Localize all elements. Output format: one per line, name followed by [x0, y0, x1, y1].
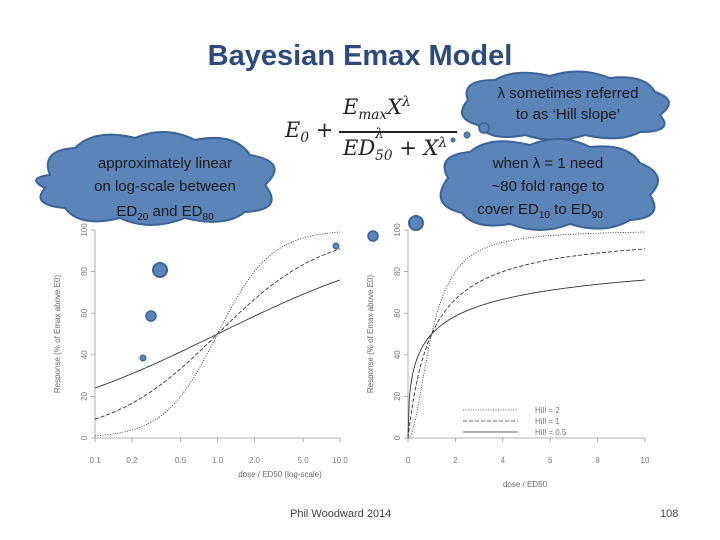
left-y-tick-label: 60 — [80, 308, 89, 317]
right-y-tick-label: 100 — [393, 223, 402, 237]
callout-right: when λ = 1 need ~80 fold range to cover … — [332, 137, 659, 250]
callout-right-line-2: ~80 fold range to — [491, 178, 604, 195]
right-y-axis-label: Response (% of Emax above E0) — [366, 275, 375, 394]
callout-left-dot-1 — [152, 262, 168, 278]
right-x-tick-label: 0 — [406, 456, 411, 465]
right-legend: Hill = 2 Hill = 1 Hill = 0.5 — [463, 406, 567, 437]
callout-left-dot-3 — [139, 354, 147, 362]
formula-e0: E0 + — [285, 118, 334, 147]
left-y-tick-label: 40 — [80, 350, 89, 359]
right-series-line-hill-0-5 — [407, 279, 646, 439]
callout-top-right-dot-2 — [463, 131, 471, 139]
callout-top-right-dot-1 — [478, 122, 490, 134]
callout-right-dot-3 — [332, 242, 340, 250]
callout-left: approximately linear on log-scale betwee… — [35, 130, 276, 362]
formula-numerator: EmaxXλ — [343, 94, 411, 124]
right-y-tick-label: 20 — [393, 391, 402, 400]
left-x-tick-label: 1.0 — [212, 456, 224, 465]
callout-left-dot-2 — [145, 310, 157, 322]
right-x-tick-label: 2 — [453, 456, 458, 465]
left-series-line-hill-0-5 — [94, 279, 341, 389]
slide-title: Bayesian Emax Model — [207, 40, 513, 72]
callout-right-line-3: cover ED10 to ED90 — [477, 201, 603, 221]
left-x-tick-label: 5.0 — [298, 456, 310, 465]
callout-top-right-dot-3 — [450, 137, 456, 143]
right-series-line-hill-2 — [407, 231, 645, 439]
callout-top-right: λ sometimes referred to as ‘Hill slope’ — [450, 70, 670, 143]
left-x-tick-label: 0.2 — [126, 456, 138, 465]
callout-left-line-1: approximately linear — [98, 155, 232, 172]
callout-right-cloud — [439, 137, 659, 231]
right-x-tick-label: 8 — [595, 456, 600, 465]
left-x-tick-label: 2.0 — [249, 456, 261, 465]
legend-label-hill-2: Hill = 2 — [535, 406, 560, 415]
left-y-axis-label: Response (% of Emax above E0) — [53, 275, 62, 394]
right-dose-response-plot: 0 20 40 60 80 100 0 2 4 6 8 10 Hill = 2 Hill = 1 H… — [366, 223, 650, 489]
left-y-tick-label: 0 — [80, 435, 89, 440]
callout-left-line-2: on log-scale between — [94, 178, 236, 195]
left-y-tick-label: 100 — [80, 223, 89, 237]
left-y-tick-label: 20 — [80, 391, 89, 400]
left-x-axis-label: dose / ED50 (log-scale) — [238, 470, 322, 479]
callout-right-dot-2 — [367, 230, 379, 242]
page-number: 108 — [660, 508, 679, 520]
callout-top-right-cloud — [460, 70, 670, 141]
callout-top-right-line-2: to as ‘Hill slope’ — [516, 106, 620, 123]
right-x-tick-label: 10 — [641, 456, 650, 465]
legend-label-hill-0-5: Hill = 0.5 — [535, 428, 567, 437]
callout-left-line-3: ED20 and ED80 — [116, 203, 214, 223]
callout-top-right-line-1: λ sometimes referred — [498, 85, 639, 102]
formula-fraction-bar — [339, 131, 457, 133]
left-x-tick-label: 0.1 — [89, 456, 101, 465]
left-dose-response-plot: 0 20 40 60 80 100 0.1 0.2 0.5 1.0 2.0 5.0 10.0 dose… — [53, 223, 348, 479]
right-y-tick-label: 60 — [393, 308, 402, 317]
left-y-tick-label: 80 — [80, 267, 89, 276]
right-x-tick-label: 4 — [501, 456, 506, 465]
right-x-tick-label: 6 — [548, 456, 553, 465]
callout-left-cloud — [35, 130, 276, 226]
right-y-tick-label: 0 — [393, 435, 402, 440]
footer-author: Phil Woodward 2014 — [290, 508, 392, 520]
left-x-tick-label: 0.5 — [175, 456, 187, 465]
emax-formula: E0 + EmaxXλ ED λ 50 + Xλ — [285, 88, 465, 168]
right-x-axis-label: dose / ED50 — [503, 480, 548, 489]
right-y-tick-label: 80 — [393, 267, 402, 276]
legend-label-hill-1: Hill = 1 — [535, 417, 560, 426]
right-y-tick-label: 40 — [393, 350, 402, 359]
formula-denominator: ED λ 50 + Xλ — [343, 126, 448, 165]
right-series-line-hill-1 — [407, 248, 646, 439]
callout-right-dot-1 — [408, 215, 424, 231]
callout-right-line-1: when λ = 1 need — [492, 155, 604, 172]
left-x-tick-label: 10.0 — [332, 456, 348, 465]
